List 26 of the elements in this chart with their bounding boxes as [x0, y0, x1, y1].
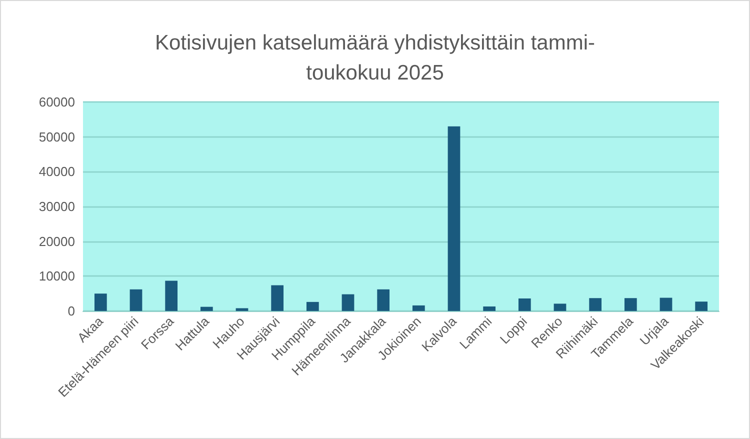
bar: [589, 298, 602, 311]
bar: [200, 306, 213, 311]
bar: [518, 298, 531, 311]
y-tick-label: 40000: [38, 164, 75, 180]
bar: [377, 289, 390, 311]
bar: [130, 289, 142, 311]
bar: [236, 308, 248, 311]
bar: [660, 298, 672, 311]
bar: [94, 294, 107, 311]
y-tick-label: 10000: [38, 268, 75, 284]
bar: [448, 126, 460, 311]
y-tick-label: 50000: [38, 129, 75, 144]
y-tick-label: 30000: [38, 199, 75, 214]
bar: [271, 285, 284, 311]
bar: [554, 304, 566, 311]
bar: [165, 280, 178, 311]
chart-title: Kotisivujen katselumäärä yhdistyksittäin tammi- toukokuu 2025: [155, 32, 595, 84]
bar: [483, 306, 496, 311]
y-tick-label: 20000: [38, 234, 75, 249]
bar: [342, 294, 354, 311]
y-tick-label: 0: [68, 304, 75, 318]
bar: [695, 302, 708, 311]
y-tick-label: 60000: [38, 94, 75, 110]
bar: [624, 298, 637, 311]
bar: [412, 305, 425, 311]
bar: [306, 302, 319, 311]
